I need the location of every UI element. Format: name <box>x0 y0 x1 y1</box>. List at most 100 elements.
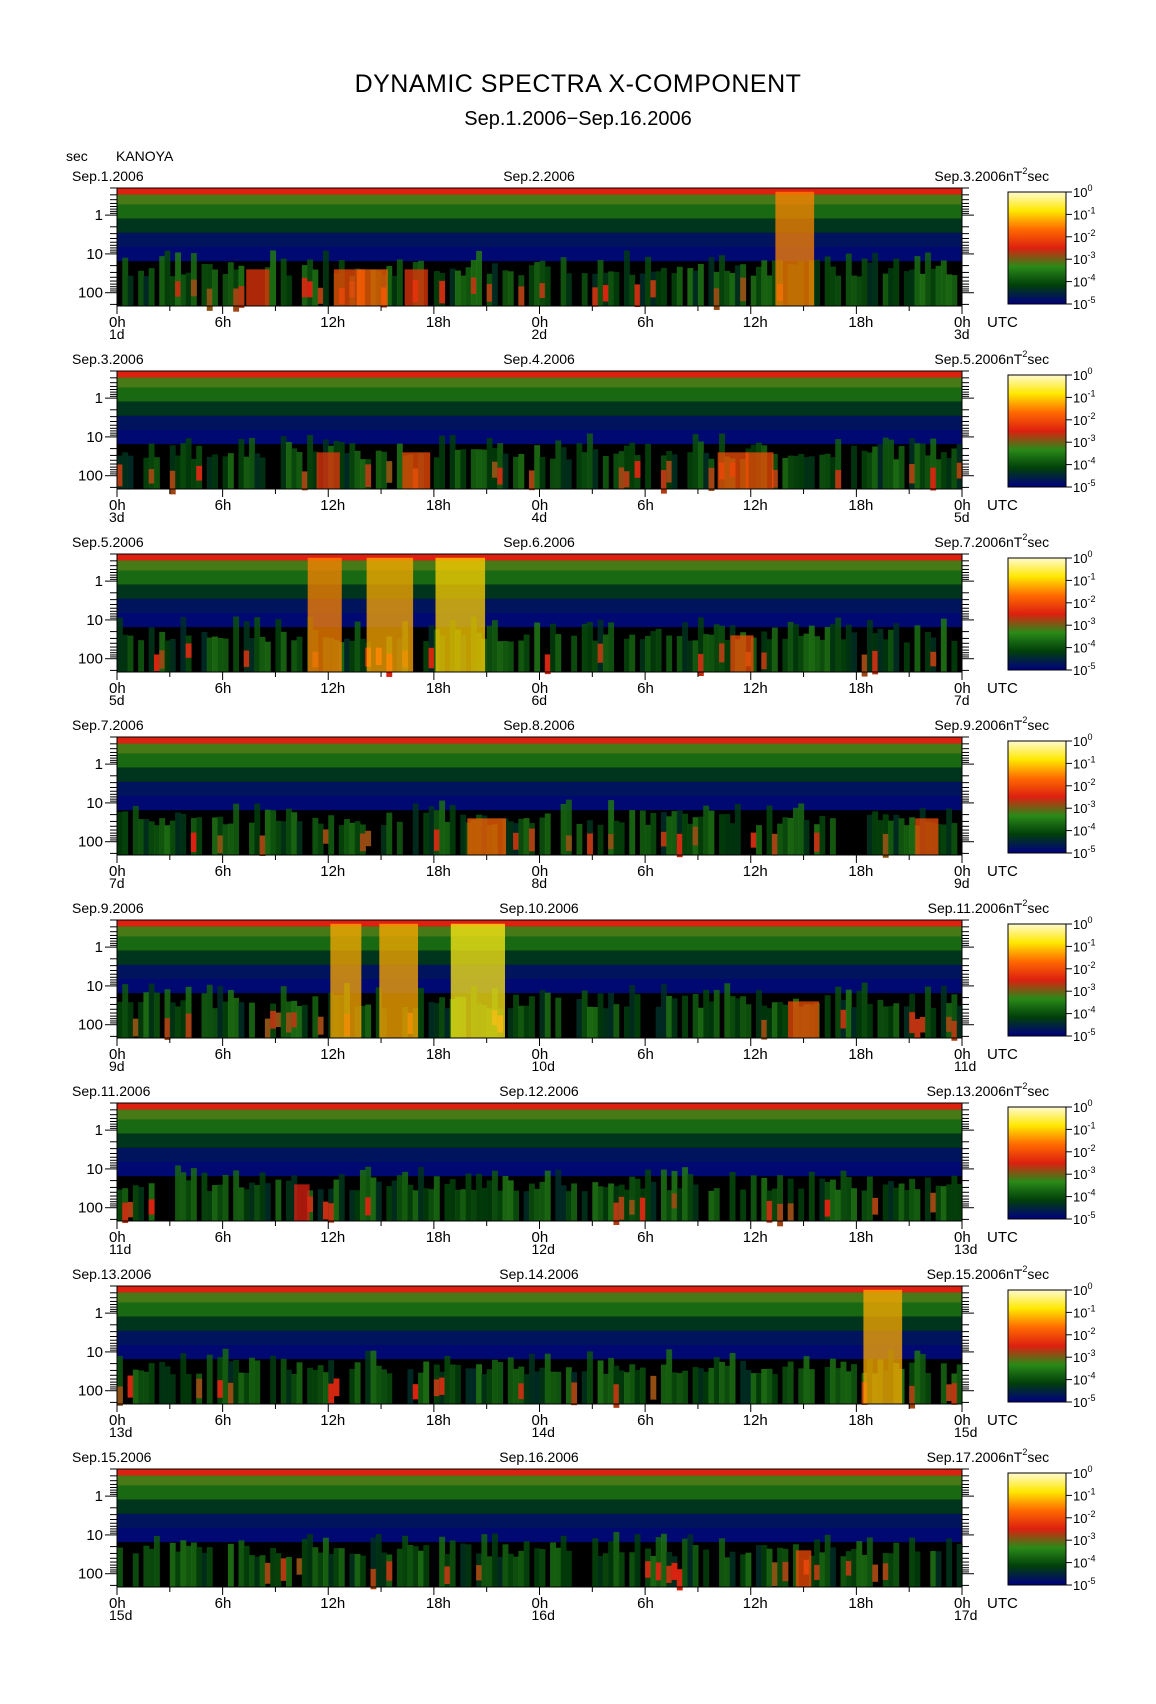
spectrogram-body <box>116 553 963 677</box>
day-label-left: 13d <box>109 1424 132 1440</box>
colorbar-tick-label: 100 <box>1073 183 1092 200</box>
x-tick-label: 18h <box>848 497 873 514</box>
day-label-middle: 14d <box>532 1424 555 1440</box>
x-tick-label: 6h <box>215 863 232 880</box>
colorbar: nT2sec 100 10-1 10-2 10-3 10-4 10-5 <box>1006 532 1095 678</box>
colorbar-tick-label: 10-4 <box>1073 1371 1095 1388</box>
colorbar-tick-label: 10-3 <box>1073 799 1095 816</box>
x-tick-label: 12h <box>743 1229 768 1246</box>
x-tick-label: 18h <box>426 314 451 331</box>
panel-date-left: Sep.15.2006 <box>72 1449 152 1465</box>
x-tick-label: 0h <box>532 1046 549 1063</box>
x-tick-label: 0h <box>532 1595 549 1612</box>
x-tick-label: 12h <box>743 1595 768 1612</box>
spectra-panel: Sep.7.2006 Sep.8.2006 Sep.9.2006 1 10 100 0h 6h… <box>72 715 1095 891</box>
colorbar-tick-label: 10-4 <box>1073 1554 1095 1571</box>
panel-date-middle: Sep.4.2006 <box>503 351 575 367</box>
panel-date-left: Sep.5.2006 <box>72 534 144 550</box>
spectra-panel: Sep.15.2006 Sep.16.2006 Sep.17.2006 1 10 100 0… <box>72 1447 1095 1623</box>
x-unit-label: UTC <box>987 1046 1018 1063</box>
x-tick-label: 12h <box>743 497 768 514</box>
activity-event <box>330 923 362 1038</box>
x-tick-label: 6h <box>637 1412 654 1429</box>
y-tick-label: 10 <box>86 795 103 812</box>
colorbar-unit: nT2sec <box>1006 1264 1049 1282</box>
x-tick-label: 12h <box>743 1046 768 1063</box>
x-tick-label: 6h <box>215 1595 232 1612</box>
spectra-panel: Sep.9.2006 Sep.10.2006 Sep.11.2006 1 10 100 0h… <box>72 898 1095 1074</box>
y-tick-label: 1 <box>95 207 103 224</box>
day-label-left: 7d <box>109 875 125 891</box>
day-label-right: 11d <box>954 1058 976 1074</box>
colorbar-tick-label: 10-5 <box>1073 1027 1095 1044</box>
x-unit-label: UTC <box>987 497 1018 514</box>
day-label-right: 15d <box>954 1424 977 1440</box>
x-tick-label: 12h <box>320 1595 345 1612</box>
x-tick-label: 12h <box>743 1412 768 1429</box>
panel-date-left: Sep.9.2006 <box>72 900 144 916</box>
colorbar-tick-label: 10-5 <box>1073 661 1095 678</box>
colorbar-tick-label: 100 <box>1073 366 1092 383</box>
activity-event <box>246 269 270 306</box>
x-tick-label: 12h <box>743 314 768 331</box>
spectrogram-body <box>116 919 963 1041</box>
colorbar-tick-label: 10-4 <box>1073 1188 1095 1205</box>
colorbar-tick-label: 10-3 <box>1073 982 1095 999</box>
activity-event <box>404 269 428 306</box>
panel-date-middle: Sep.6.2006 <box>503 534 575 550</box>
y-tick-label: 10 <box>86 1527 103 1544</box>
colorbar: nT2sec 100 10-1 10-2 10-3 10-4 10-5 <box>1006 1081 1095 1227</box>
colorbar-tick-label: 10-4 <box>1073 1005 1095 1022</box>
x-tick-label: 0h <box>954 680 971 697</box>
y-tick-label: 100 <box>78 1200 103 1217</box>
x-tick-label: 0h <box>109 497 126 514</box>
colorbar-tick-label: 10-2 <box>1073 411 1095 428</box>
x-tick-label: 0h <box>109 863 126 880</box>
colorbar-tick-label: 10-3 <box>1073 1165 1095 1182</box>
activity-event <box>316 452 340 489</box>
activity-event <box>366 557 414 672</box>
y-tick-label: 1 <box>95 1488 103 1505</box>
activity-event <box>730 635 754 672</box>
x-tick-label: 6h <box>215 1046 232 1063</box>
colorbar-unit: nT2sec <box>1006 1081 1049 1099</box>
colorbar-unit: nT2sec <box>1006 898 1049 916</box>
x-tick-label: 6h <box>215 1229 232 1246</box>
activity-event <box>307 557 342 672</box>
panel-date-right: Sep.11.2006 <box>928 900 1007 916</box>
x-tick-label: 0h <box>109 314 126 331</box>
x-tick-label: 12h <box>743 863 768 880</box>
x-tick-label: 6h <box>215 314 232 331</box>
day-label-right: 9d <box>954 875 970 891</box>
x-tick-label: 18h <box>848 1229 873 1246</box>
colorbar-unit: nT2sec <box>1006 532 1049 550</box>
x-unit-label: UTC <box>987 314 1018 331</box>
x-tick-label: 0h <box>109 1595 126 1612</box>
x-tick-label: 18h <box>426 1229 451 1246</box>
panel-date-left: Sep.11.2006 <box>72 1083 151 1099</box>
x-tick-label: 6h <box>637 1229 654 1246</box>
panel-date-right: Sep.7.2006 <box>934 534 1006 550</box>
day-label-middle: 4d <box>532 509 548 525</box>
colorbar-tick-label: 10-3 <box>1073 1348 1095 1365</box>
x-unit-label: UTC <box>987 1412 1018 1429</box>
panel-date-right: Sep.5.2006 <box>934 351 1006 367</box>
colorbar-tick-label: 10-2 <box>1073 594 1095 611</box>
activity-event <box>402 452 431 489</box>
day-label-right: 7d <box>954 692 970 708</box>
y-unit-label: sec <box>66 148 88 164</box>
x-tick-label: 6h <box>637 863 654 880</box>
day-label-middle: 12d <box>532 1241 555 1257</box>
day-label-middle: 6d <box>532 692 548 708</box>
colorbar: nT2sec 100 10-1 10-2 10-3 10-4 10-5 <box>1006 1264 1095 1410</box>
colorbar-tick-label: 10-1 <box>1073 937 1095 954</box>
colorbar-tick-label: 100 <box>1073 915 1092 932</box>
colorbar-tick-label: 10-2 <box>1073 960 1095 977</box>
colorbar-tick-label: 10-2 <box>1073 1509 1095 1526</box>
colorbar-tick-label: 100 <box>1073 549 1092 566</box>
panel-date-right: Sep.17.2006 <box>927 1449 1007 1465</box>
x-tick-label: 0h <box>954 314 971 331</box>
colorbar-tick-label: 10-4 <box>1073 822 1095 839</box>
x-tick-label: 12h <box>320 314 345 331</box>
x-tick-label: 18h <box>426 1412 451 1429</box>
